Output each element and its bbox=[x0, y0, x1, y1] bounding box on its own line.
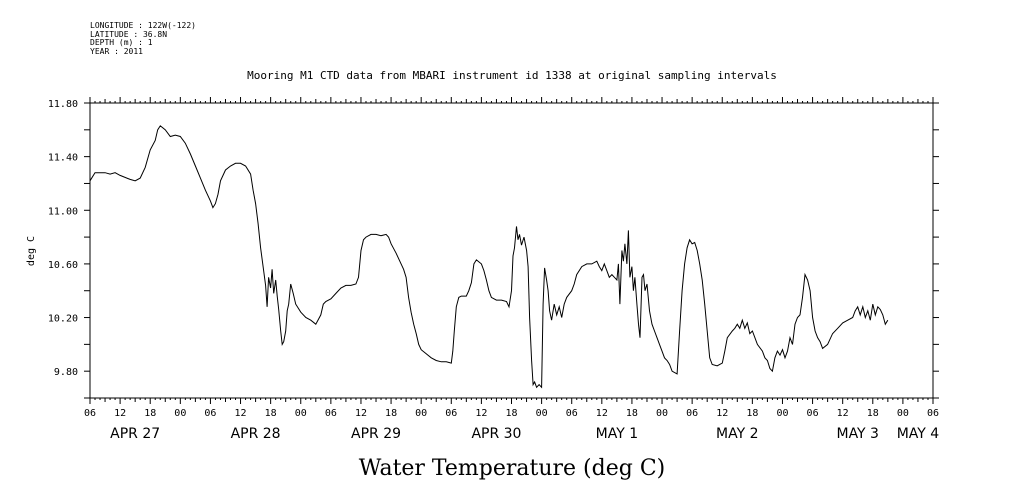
series-group bbox=[89, 125, 889, 389]
x-day-label: MAY 2 bbox=[716, 426, 758, 442]
x-day-label: APR 29 bbox=[351, 426, 401, 442]
x-hour-tick-label: 00 bbox=[295, 408, 307, 419]
x-axis-title: Water Temperature (deg C) bbox=[359, 456, 666, 481]
x-hour-tick-label: 06 bbox=[686, 408, 698, 419]
x-hour-tick-label: 18 bbox=[505, 408, 517, 419]
x-axis: 06 12 18 00 06 12 18 00 06 12 18 00 06 12 18 00 06 12 18 00… bbox=[84, 97, 939, 442]
x-hour-tick-label: 12 bbox=[475, 408, 487, 419]
y-axis: 11.80 11.40 11.00 10.60 10.20 9.80 bbox=[48, 99, 939, 399]
y-axis-label: deg C bbox=[26, 236, 37, 266]
x-hour-tick-label: 12 bbox=[235, 408, 247, 419]
depth-label: DEPTH (m) : 1 bbox=[90, 38, 153, 48]
y-tick-label: 10.60 bbox=[48, 260, 78, 271]
x-hour-tick-label: 00 bbox=[174, 408, 186, 419]
x-hour-tick-label: 06 bbox=[204, 408, 216, 419]
x-hour-tick-label: 12 bbox=[716, 408, 728, 419]
y-tick-label: 9.80 bbox=[54, 367, 78, 378]
plot-frame bbox=[89, 102, 934, 399]
x-hour-tick-label: 06 bbox=[807, 408, 819, 419]
x-hour-tick-label: 12 bbox=[355, 408, 367, 419]
latitude-label: LATITUDE : 36.8N bbox=[90, 29, 168, 39]
x-hour-tick-label: 12 bbox=[596, 408, 608, 419]
year-label: YEAR : 2011 bbox=[90, 46, 143, 56]
x-day-label: APR 30 bbox=[471, 426, 521, 442]
x-hour-tick-label: 06 bbox=[325, 408, 337, 419]
x-day-label: APR 27 bbox=[110, 426, 160, 442]
x-hour-tick-label: 18 bbox=[746, 408, 758, 419]
x-hour-tick-label: 06 bbox=[566, 408, 578, 419]
chart-title: Mooring M1 CTD data from MBARI instrumen… bbox=[247, 69, 777, 82]
y-tick-label: 11.40 bbox=[48, 153, 78, 164]
x-hour-tick-label: 06 bbox=[84, 408, 96, 419]
x-day-label: MAY 4 bbox=[897, 426, 940, 442]
longitude-label: LONGITUDE : 122W(-122) bbox=[90, 21, 196, 30]
metadata-block: LONGITUDE : 122W(-122) LATITUDE : 36.8N … bbox=[90, 21, 196, 56]
x-hour-tick-label: 18 bbox=[385, 408, 397, 419]
x-hour-tick-label: 00 bbox=[415, 408, 427, 419]
x-hour-tick-label: 00 bbox=[536, 408, 548, 419]
x-hour-tick-label: 00 bbox=[776, 408, 788, 419]
x-hour-tick-label: 18 bbox=[265, 408, 277, 419]
series-line bbox=[89, 125, 889, 389]
x-hour-tick-label: 06 bbox=[445, 408, 457, 419]
x-hour-tick-label: 00 bbox=[897, 408, 909, 419]
y-tick-label: 11.00 bbox=[48, 206, 78, 217]
x-day-label: APR 28 bbox=[231, 426, 281, 442]
x-hour-tick-label: 12 bbox=[837, 408, 849, 419]
x-hour-tick-label: 18 bbox=[867, 408, 879, 419]
x-hour-tick-label: 18 bbox=[626, 408, 638, 419]
x-day-label: MAY 1 bbox=[596, 426, 638, 442]
x-day-label: MAY 3 bbox=[836, 426, 878, 442]
x-hour-tick-label: 00 bbox=[656, 408, 668, 419]
x-hour-tick-label: 12 bbox=[114, 408, 126, 419]
x-hour-tick-label: 06 bbox=[927, 408, 939, 419]
y-tick-label: 11.80 bbox=[48, 99, 78, 110]
x-hour-tick-label: 18 bbox=[144, 408, 156, 419]
y-tick-label: 10.20 bbox=[48, 314, 78, 325]
